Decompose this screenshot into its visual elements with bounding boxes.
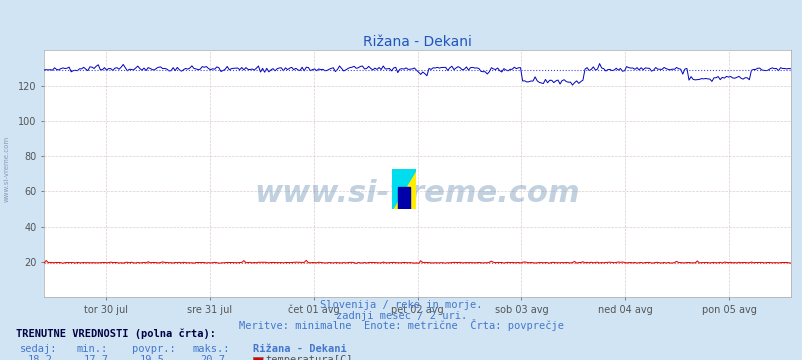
Text: zadnji mesec / 2 uri.: zadnji mesec / 2 uri.: [335, 311, 467, 321]
Text: 17,7: 17,7: [83, 355, 109, 360]
Text: povpr.:: povpr.:: [132, 344, 176, 354]
Text: Meritve: minimalne  Enote: metrične  Črta: povprečje: Meritve: minimalne Enote: metrične Črta:…: [239, 319, 563, 332]
Text: temperatura[C]: temperatura[C]: [265, 355, 353, 360]
Title: Rižana - Dekani: Rižana - Dekani: [363, 35, 472, 49]
Text: maks.:: maks.:: [192, 344, 230, 354]
Text: 18,2: 18,2: [27, 355, 53, 360]
Text: Slovenija / reke in morje.: Slovenija / reke in morje.: [320, 300, 482, 310]
Text: TRENUTNE VREDNOSTI (polna črta):: TRENUTNE VREDNOSTI (polna črta):: [16, 328, 216, 339]
Text: 19,5: 19,5: [140, 355, 165, 360]
Text: 20,7: 20,7: [200, 355, 225, 360]
Bar: [398, 187, 410, 209]
Text: Rižana - Dekani: Rižana - Dekani: [253, 344, 346, 354]
Polygon shape: [391, 169, 415, 209]
Text: www.si-vreme.com: www.si-vreme.com: [254, 179, 580, 208]
Text: www.si-vreme.com: www.si-vreme.com: [3, 136, 10, 202]
Polygon shape: [391, 169, 415, 209]
Text: min.:: min.:: [76, 344, 107, 354]
Text: sedaj:: sedaj:: [20, 344, 58, 354]
